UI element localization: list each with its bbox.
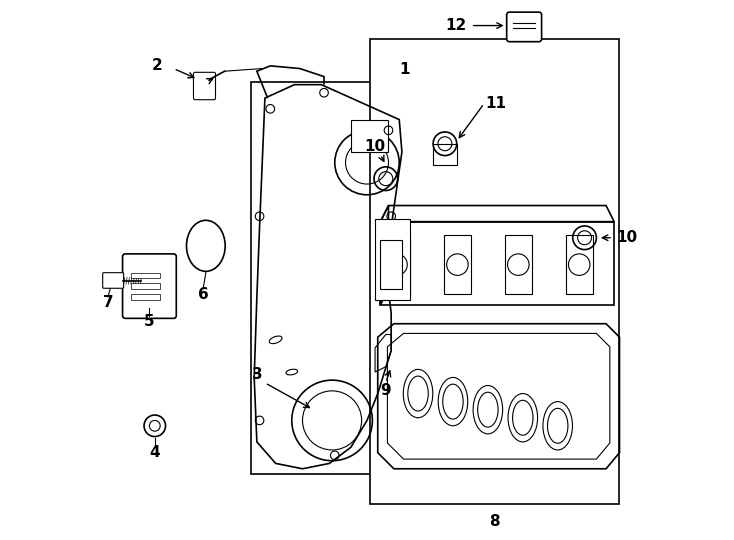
Bar <box>383 235 410 294</box>
Text: 3: 3 <box>252 367 262 382</box>
Text: 2: 2 <box>152 58 163 73</box>
Text: 10: 10 <box>365 139 385 154</box>
Text: 10: 10 <box>617 230 638 245</box>
FancyBboxPatch shape <box>123 254 176 319</box>
Bar <box>566 235 592 294</box>
Bar <box>131 273 160 278</box>
Bar <box>505 235 531 294</box>
FancyBboxPatch shape <box>506 12 542 42</box>
Bar <box>444 235 471 294</box>
Text: 6: 6 <box>197 287 208 302</box>
FancyBboxPatch shape <box>194 72 216 100</box>
Bar <box>380 240 402 289</box>
Text: 4: 4 <box>150 445 160 460</box>
Text: 9: 9 <box>380 383 391 399</box>
Text: 5: 5 <box>144 314 155 328</box>
Text: 12: 12 <box>445 18 466 33</box>
Text: 11: 11 <box>485 96 506 111</box>
Bar <box>131 284 160 289</box>
FancyBboxPatch shape <box>103 273 123 288</box>
Bar <box>433 144 457 165</box>
Text: 1: 1 <box>399 62 410 77</box>
Bar <box>351 119 388 152</box>
Bar <box>131 294 160 300</box>
Text: 7: 7 <box>103 295 113 310</box>
Bar <box>370 39 619 504</box>
Bar <box>252 82 407 474</box>
Bar <box>375 219 410 300</box>
Text: 8: 8 <box>490 515 500 529</box>
